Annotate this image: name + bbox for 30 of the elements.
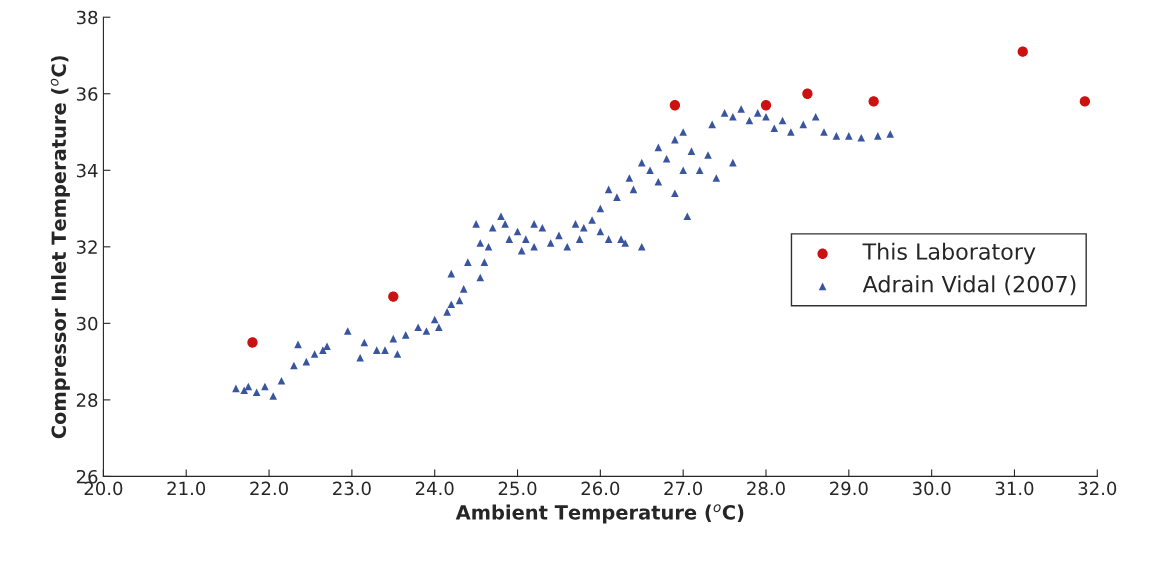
x-tick-label: 21.0 <box>167 481 206 496</box>
point <box>1079 96 1091 107</box>
y-tick-label: 32 <box>76 240 97 254</box>
x-tick-label: 29.0 <box>830 481 868 496</box>
y-tick-label: 36 <box>76 87 98 101</box>
x-axis-title: Ambient Temperature ($^{o}$C) <box>455 504 744 524</box>
y-tick-label: 34 <box>76 163 98 178</box>
legend-label: This Laboratory <box>862 242 1036 265</box>
point <box>669 100 681 111</box>
y-axis-title: Compressor Inlet Temperature ($^{o}$C) <box>50 56 70 439</box>
x-tick-label: 27.0 <box>664 481 703 496</box>
x-tick-label: 32.0 <box>1078 481 1117 496</box>
x-tick-label: 25.0 <box>498 481 537 496</box>
y-tick-label: 28 <box>76 393 98 407</box>
x-tick-label: 22.0 <box>250 481 288 496</box>
y-tick-label: 38 <box>76 10 98 25</box>
point <box>868 96 879 107</box>
x-tick-label: 26.0 <box>581 481 620 496</box>
point <box>760 100 772 111</box>
x-tick-label: 30.0 <box>912 481 951 496</box>
x-tick-label: 23.0 <box>333 481 371 496</box>
point <box>247 337 258 348</box>
legend-label: Adrain Vidal (2007) <box>862 275 1076 296</box>
x-tick-label: 24.0 <box>415 481 454 496</box>
point <box>1017 46 1028 57</box>
y-tick-label: 30 <box>76 316 98 331</box>
point <box>802 88 813 99</box>
point <box>388 291 399 302</box>
x-tick-label: 31.0 <box>995 481 1034 496</box>
x-tick-label: 28.0 <box>747 481 785 496</box>
